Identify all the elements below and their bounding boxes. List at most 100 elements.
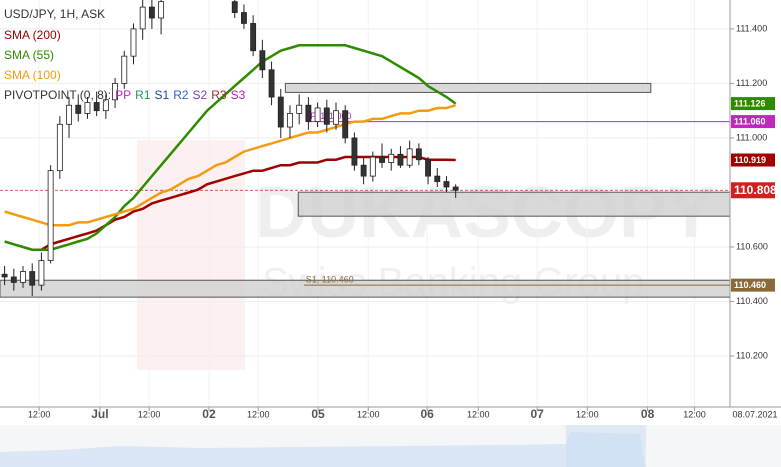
candle-body: [47, 170, 54, 262]
x-tick-label: 12:00: [138, 409, 161, 419]
candle-body: [29, 271, 36, 286]
y-tick-label: 111.000: [736, 132, 767, 142]
price-badge-label: 110.808: [734, 183, 777, 197]
indicator-level: S2: [193, 88, 208, 102]
zones: P, 111.060 S1, 110.460: [0, 82, 730, 298]
indicator-level: PP: [115, 88, 131, 102]
sma-line: [4, 44, 457, 251]
legend-entry: SMA (100): [4, 68, 61, 82]
candle-body: [241, 12, 247, 24]
price-badge: [731, 97, 775, 111]
candle-body: [296, 104, 303, 114]
price-badge-label: 111.060: [734, 116, 766, 126]
y-tick-label: 111.200: [736, 78, 767, 88]
price-badge: [731, 153, 775, 167]
candle-body: [20, 271, 26, 283]
price-badge: [731, 278, 775, 292]
candle-body: [148, 6, 155, 19]
candle-body: [1, 273, 8, 278]
x-tick-label: 06: [420, 407, 434, 421]
candle-body: [75, 104, 82, 114]
zone: [297, 191, 730, 217]
indicator-level: R1: [135, 88, 151, 102]
candle-body: [397, 153, 404, 166]
candle-body: [66, 104, 72, 125]
price-badge: [731, 182, 775, 199]
x-tick-label: 12:00: [683, 409, 706, 419]
legend-entry: SMA (200): [4, 28, 61, 42]
legend-indicator: PIVOTPOINT (0, 8): PP R1 S1 R2 S2 R3 S3: [4, 88, 246, 102]
candle-body: [333, 110, 339, 125]
navigator-window: [566, 425, 646, 467]
candle-body: [379, 156, 385, 163]
indicator-level: S3: [231, 88, 246, 102]
y-tick-label: 110.200: [736, 350, 768, 360]
candle-body: [84, 102, 91, 114]
x-tick-label: 12:00: [357, 409, 380, 419]
candle-body: [259, 50, 266, 71]
candle-body: [351, 137, 358, 166]
indicator-level: R2: [173, 88, 189, 102]
x-tick-label: 08: [641, 407, 655, 421]
x-tick-label: 05: [311, 407, 325, 421]
candle-body: [158, 1, 165, 19]
y-tick-label: 110.600: [736, 241, 768, 251]
lines: [4, 44, 457, 251]
candle-body: [323, 107, 330, 125]
candle-body: [112, 83, 119, 101]
candle-body: [130, 28, 137, 57]
candle-body: [425, 159, 431, 177]
legend-entry: SMA (55): [4, 48, 54, 62]
candle-body: [388, 153, 395, 163]
legend: USD/JPY, 1H, ASK SMA (200) SMA (55) SMA (1…: [4, 7, 246, 102]
legend-title: USD/JPY, 1H, ASK: [4, 7, 105, 21]
candle-body: [139, 6, 146, 30]
x-tick-label: 12:00: [247, 409, 270, 419]
candle-body: [38, 260, 45, 286]
pivot-label: S1, 110.460: [306, 275, 354, 285]
x-tick-label: 12:00: [576, 409, 599, 419]
candle-body: [434, 175, 441, 182]
indicator-level: S1: [155, 88, 170, 102]
date-label: 08.07.2021: [732, 409, 777, 419]
sma-line: [4, 104, 457, 227]
candle-body: [268, 69, 275, 98]
indicator-level: R3: [211, 88, 227, 102]
candle-body: [452, 186, 459, 191]
candle-body: [406, 148, 413, 166]
price-badges: 111.126 111.060 110.919 110.808 110.460: [731, 97, 777, 292]
candle-body: [231, 1, 238, 13]
zone: [0, 279, 730, 298]
candle-body: [56, 123, 63, 172]
candle-body: [277, 96, 284, 128]
navigator-area: [0, 432, 645, 467]
x-tick-label: 12:00: [467, 409, 490, 419]
y-tick-label: 111.400: [736, 23, 767, 33]
candle-body: [93, 102, 100, 112]
zone: [284, 82, 652, 93]
candle-body: [305, 104, 312, 122]
pivot-label: P, 111.060: [310, 111, 351, 121]
y-tick-label: 110.400: [736, 296, 768, 306]
candle-body: [314, 107, 321, 122]
x-tick-label: 07: [530, 407, 544, 421]
candle-body: [121, 55, 128, 84]
candle-body: [102, 99, 109, 112]
x-tick-label: 12:00: [28, 409, 51, 419]
indicator-name: PIVOTPOINT (0, 8):: [4, 88, 111, 102]
candle-body: [415, 148, 422, 161]
candles: [1, 0, 459, 297]
x-tick-label: Jul: [91, 407, 108, 421]
price-badge: [731, 115, 775, 129]
price-badge-label: 110.919: [734, 155, 766, 165]
candle-body: [250, 23, 257, 52]
candle-body: [287, 113, 293, 128]
candle-body: [342, 110, 349, 139]
candle-body: [443, 181, 450, 188]
candle-body: [10, 276, 17, 283]
price-badge-label: 110.460: [734, 280, 766, 290]
x-tick-label: 02: [202, 407, 216, 421]
candle-body: [360, 164, 367, 177]
